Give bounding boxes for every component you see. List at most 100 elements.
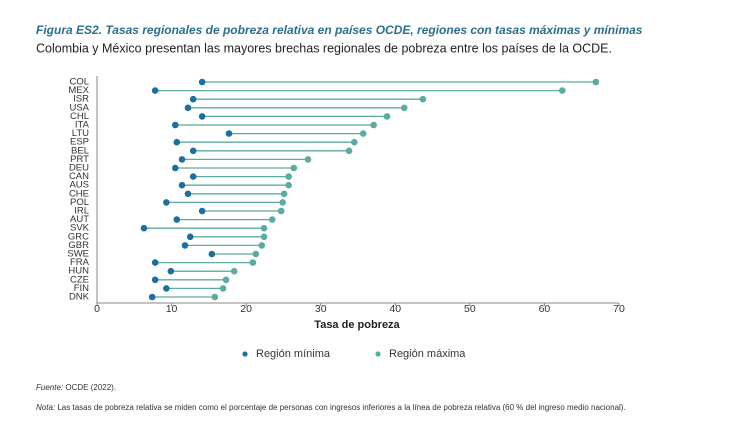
max-dot [279,199,286,206]
min-dot [181,242,189,249]
max-dot [345,147,353,155]
min-dot [167,267,175,275]
y-tick-label: USA [69,102,89,113]
y-tick-label: ITA [75,120,90,131]
x-tick-label: 10 [166,303,178,315]
y-tick-label: BEL [71,145,89,156]
y-tick-label: IRL [74,206,89,217]
source: Fuente: OCDE (2022). [36,380,676,395]
chart-subtitle: Colombia y México presentan las mayores … [36,41,612,55]
y-tick-label: GBR [68,240,89,251]
min-dot [140,224,148,232]
min-dot [151,87,159,94]
max-dot [260,233,268,241]
note: Nota: Las tasas de pobreza relativa se m… [36,400,676,415]
y-tick-label: COL [69,77,89,88]
legend-swatch [242,351,248,357]
y-tick-label: GRC [68,231,89,242]
y-tick-label: CHL [70,111,89,122]
max-dot [359,130,367,137]
max-dot [258,242,266,249]
min-dot [189,173,197,180]
legend-label: Región mínima [256,348,331,360]
max-dot [350,138,358,146]
max-dot [304,156,312,163]
max-dot [260,224,268,232]
min-dot [172,164,179,172]
y-tick-label: AUS [69,180,89,191]
min-dot [178,156,186,163]
x-tick-label: 70 [613,303,625,315]
y-tick-label: ESP [70,137,89,148]
min-dot [151,276,159,284]
y-tick-label: HUN [68,266,89,277]
max-dot [370,121,377,129]
max-dot [400,104,408,112]
min-dot [198,78,206,86]
legend-swatch [375,351,381,357]
y-tick-label: CAN [69,171,89,182]
x-tick-label: 60 [539,303,551,315]
min-dot [198,207,206,215]
note-label: Nota: [36,403,56,412]
y-tick-label: DEU [69,163,89,174]
y-tick-label: AUT [70,214,89,225]
min-dot [163,199,170,206]
source-text: OCDE (2022). [65,383,117,392]
y-tick-label: FIN [74,283,89,294]
max-dot [211,293,219,301]
max-dot [230,267,238,275]
legend-label: Región máxima [389,348,466,360]
min-dot [184,190,192,198]
max-dot [277,207,285,215]
x-tick-label: 50 [464,303,476,315]
x-tick-label: 40 [389,303,401,315]
y-tick-label: LTU [72,128,89,139]
y-tick-label: PRT [70,154,89,165]
min-dot [189,95,197,103]
max-dot [252,250,260,258]
chart-title: Figura ES2. Tasas regionales de pobreza … [36,23,643,37]
y-tick-label: ISR [73,94,89,105]
min-dot [163,285,170,292]
min-dot [173,216,181,223]
max-dot [592,78,600,86]
x-tick-label: 30 [315,303,327,315]
note-text: Las tasas de pobreza relativa se miden c… [57,403,626,412]
min-dot [178,181,186,189]
max-dot [383,113,391,120]
max-dot [285,181,292,189]
max-dot [222,276,230,284]
y-tick-label: SWE [67,249,89,260]
max-dot [285,173,292,180]
source-label: Fuente: [36,383,64,392]
x-tick-label: 20 [240,303,252,315]
min-dot [208,250,216,258]
min-dot [225,130,233,137]
y-tick-label: CZE [70,274,89,285]
max-dot [559,87,566,94]
y-tick-label: POL [70,197,89,208]
y-tick-label: MEX [68,85,89,96]
x-tick-label: 0 [94,303,100,315]
max-dot [419,95,427,103]
max-dot [290,164,298,172]
min-dot [148,293,156,301]
min-dot [173,138,181,146]
max-dot [268,216,276,223]
min-dot [172,121,179,129]
y-tick-label: SVK [70,223,90,234]
min-dot [186,233,194,241]
max-dot [280,190,288,198]
min-dot [151,259,159,266]
min-dot [198,113,206,120]
max-dot [249,259,257,266]
min-dot [189,147,197,155]
y-tick-label: FRA [70,257,90,268]
y-tick-label: CHE [69,188,89,199]
min-dot [184,104,192,112]
x-axis-label: Tasa de pobreza [314,319,400,331]
max-dot [219,285,227,292]
